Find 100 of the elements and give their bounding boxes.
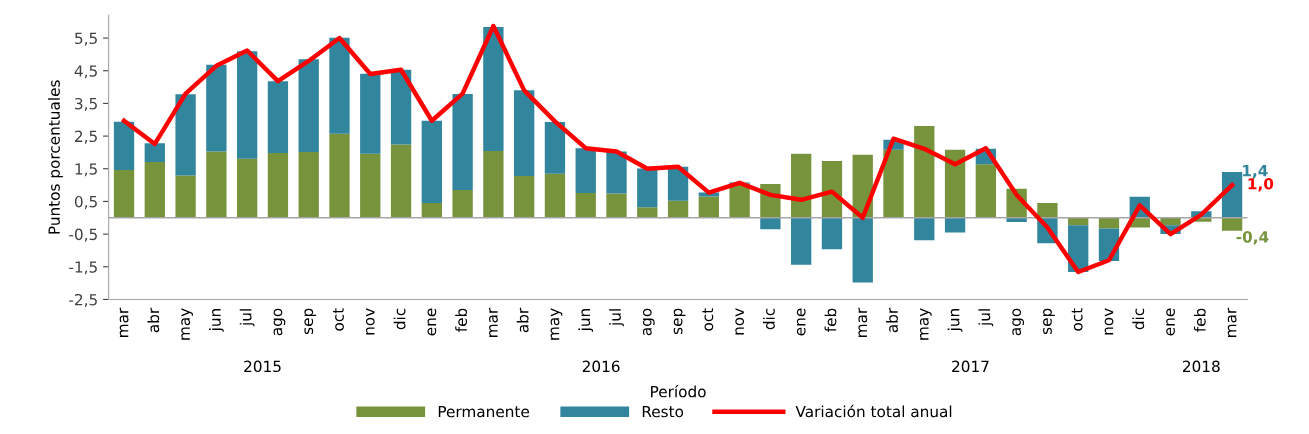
y-tick-label: 0,5 [74,195,97,210]
x-tick-label: nov [1104,308,1114,335]
y-tick-label: 5,5 [75,32,97,46]
x-tick-label: may [181,308,193,340]
bar [975,164,997,218]
x-tick-label: may [550,308,563,340]
x-tick-label: abr [886,307,898,333]
x-tick-label: jul [239,309,255,327]
x-tick-label: dic [393,308,406,330]
x-axis-title: Período [651,384,706,398]
x-tick-label: ago [1012,308,1025,336]
x-tick-label: ene [427,308,437,336]
x-tick-label: jun [947,309,963,332]
data-label: -0,4 [1236,231,1269,245]
bar [606,151,627,194]
bar [944,149,966,218]
y-tick-label: -2,5 [69,293,97,308]
bar [544,122,566,174]
bar [421,120,442,204]
bar [144,143,165,162]
x-tick-label: nov [735,308,745,335]
x-tick-label: oct [1071,308,1083,331]
data-label: 1,4 [1243,165,1268,179]
bar [144,161,165,218]
bar [175,94,196,176]
x-tick-label: jul [978,309,994,327]
bar [267,81,289,154]
x-tick-label: ene [1166,308,1175,336]
y-tick-label: -1,5 [69,261,97,275]
bar [821,217,843,250]
bar [791,153,812,218]
x-tick-label: jun [578,309,594,332]
text: 2018 [1182,360,1220,373]
bar [298,59,319,153]
bar [883,149,904,218]
bar [575,192,596,218]
x-tick-label: feb [1193,308,1206,332]
y-tick-label: 1,5 [75,163,97,177]
bar [1006,217,1027,223]
x-tick-label: mar [1227,307,1237,337]
x-tick-label: sep [1043,308,1055,335]
bar [483,26,504,152]
text: 2017 [952,360,989,373]
x-tick-label: oct [702,308,714,331]
x-tick-label: dic [763,308,775,330]
x-tick-label: nov [365,308,375,335]
bar [1160,217,1181,226]
line-series [121,23,1235,275]
bar [760,217,781,230]
bar [1037,203,1058,218]
y-tick-label: -0,5 [69,228,97,242]
bar [514,175,535,218]
bar [113,121,135,171]
x-tick-label: ago [273,308,286,336]
x-tick-label: feb [455,308,468,332]
y-tick-label: 2,5 [75,130,97,144]
bar [360,153,381,218]
bar [390,69,412,145]
legend-label: Resto [642,405,684,418]
bar [1221,217,1243,231]
x-tick-label: jul [609,309,624,327]
y-tick-label: 4,5 [74,65,97,79]
x-tick-label: abr [147,307,160,333]
bar [298,152,319,218]
bar [914,217,935,241]
bar [944,217,966,233]
y-axis-title: Puntos porcentuales [48,80,63,234]
bar [360,73,381,154]
bar [329,37,350,134]
text: 2016 [582,360,620,373]
x-tick-label: abr [516,307,529,333]
bar [206,151,227,218]
x-tick-label: mar [489,307,498,337]
bar [544,173,566,218]
data-label: 1,0 [1248,177,1274,192]
bar [1068,217,1089,226]
x-tick-label: dic [1132,308,1145,330]
x-tick-label: may [919,308,932,340]
bar [852,217,873,283]
bar [237,158,258,218]
bar [667,200,689,218]
bar [483,151,504,218]
bar [237,51,258,159]
bar [637,168,658,208]
legend-label: Permanente [438,405,529,418]
legend-label: Variación total anual [795,404,952,418]
bar [606,193,627,218]
x-tick-label: ago [642,308,655,336]
bar [791,217,812,265]
bar [175,175,196,218]
bar [1098,217,1120,229]
bar [113,170,135,218]
bar [329,133,350,218]
y-tick-label: 3,5 [75,97,97,111]
x-tick-label: mar [858,307,868,337]
bar [390,144,412,218]
x-tick-label: feb [824,308,837,332]
bar [914,125,935,218]
bar [575,148,596,193]
bar [267,153,289,218]
